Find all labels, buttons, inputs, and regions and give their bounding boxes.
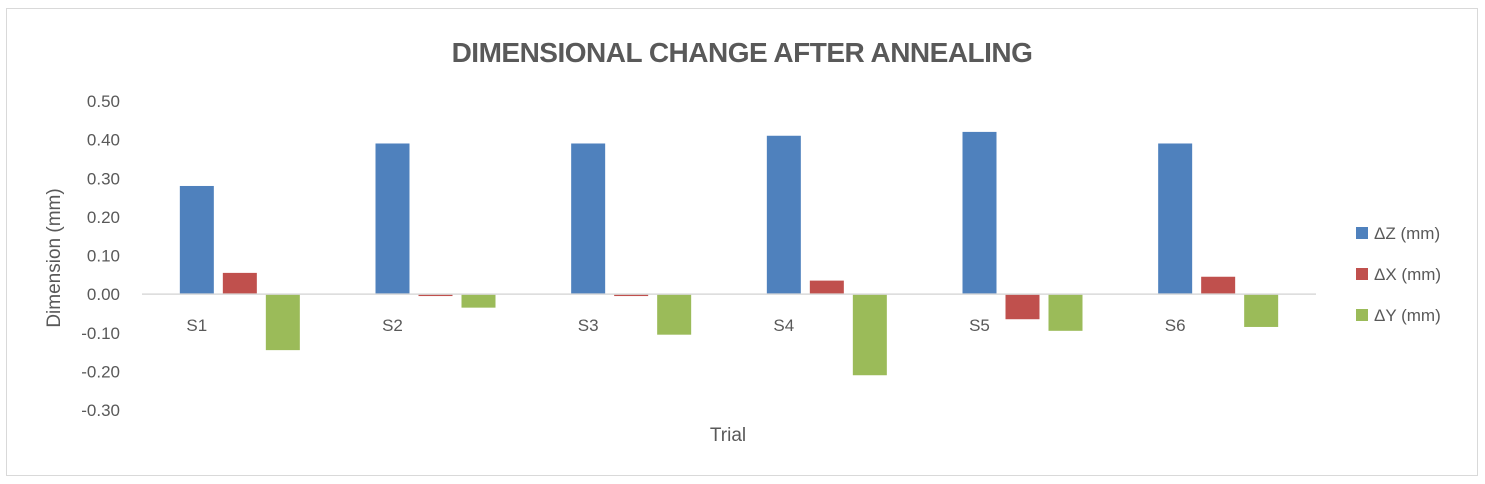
chart-frame xyxy=(6,8,1478,476)
y-tick-label: -0.10 xyxy=(81,324,120,343)
chart-title: DIMENSIONAL CHANGE AFTER ANNEALING xyxy=(452,37,1033,68)
x-category-label: S2 xyxy=(382,316,403,335)
y-tick-label: 0.20 xyxy=(87,208,120,227)
bar-s6-series-1 xyxy=(1201,276,1236,295)
bar-s5-series-2 xyxy=(1048,294,1083,331)
x-category-label: S4 xyxy=(773,316,794,335)
x-axis-category-labels: S1 S2 S3 S4 S5 S6 xyxy=(186,316,1185,335)
x-category-label: S6 xyxy=(1165,316,1186,335)
bar-s5-series-1 xyxy=(1005,294,1040,320)
legend: ΔZ (mm) ΔX (mm) ΔY (mm) xyxy=(1356,224,1441,325)
bar-s1-series-0 xyxy=(179,185,214,295)
bar-s5-series-0 xyxy=(962,131,997,295)
bar-s1-series-2 xyxy=(265,294,300,351)
bar-s3-series-0 xyxy=(571,143,606,295)
x-category-label: S1 xyxy=(186,316,207,335)
bar-s2-series-0 xyxy=(375,143,410,295)
x-category-label: S3 xyxy=(578,316,599,335)
bar-s6-series-0 xyxy=(1158,143,1193,295)
y-axis-title: Dimension (mm) xyxy=(44,188,65,327)
x-category-label: S5 xyxy=(969,316,990,335)
bar-s2-series-2 xyxy=(461,294,496,308)
bar-s4-series-1 xyxy=(809,280,844,295)
y-axis-ticks: 0.50 0.40 0.30 0.20 0.10 0.00 -0.10 -0.20 -0.30 xyxy=(81,92,120,420)
bar-s3-series-2 xyxy=(657,294,692,335)
legend-label: ΔX (mm) xyxy=(1374,265,1441,284)
x-axis-title: Trial xyxy=(710,425,746,446)
y-tick-label: -0.30 xyxy=(81,401,120,420)
legend-label: ΔY (mm) xyxy=(1374,306,1441,325)
legend-swatch xyxy=(1356,309,1368,321)
bar-s3-series-1 xyxy=(614,294,649,297)
bar-s4-series-2 xyxy=(852,294,887,376)
y-tick-label: -0.20 xyxy=(81,362,120,381)
y-tick-label: 0.40 xyxy=(87,131,120,150)
bars xyxy=(179,131,1279,376)
bar-s1-series-1 xyxy=(222,272,257,295)
legend-swatch xyxy=(1356,268,1368,280)
y-tick-label: 0.30 xyxy=(87,169,120,188)
y-tick-label: 0.50 xyxy=(87,92,120,111)
y-tick-label: 0.00 xyxy=(87,285,120,304)
bar-s6-series-2 xyxy=(1244,294,1279,327)
bar-s2-series-1 xyxy=(418,294,453,297)
y-tick-label: 0.10 xyxy=(87,247,120,266)
legend-swatch xyxy=(1356,227,1368,239)
bar-s4-series-0 xyxy=(766,135,801,295)
legend-label: ΔZ (mm) xyxy=(1374,224,1440,243)
